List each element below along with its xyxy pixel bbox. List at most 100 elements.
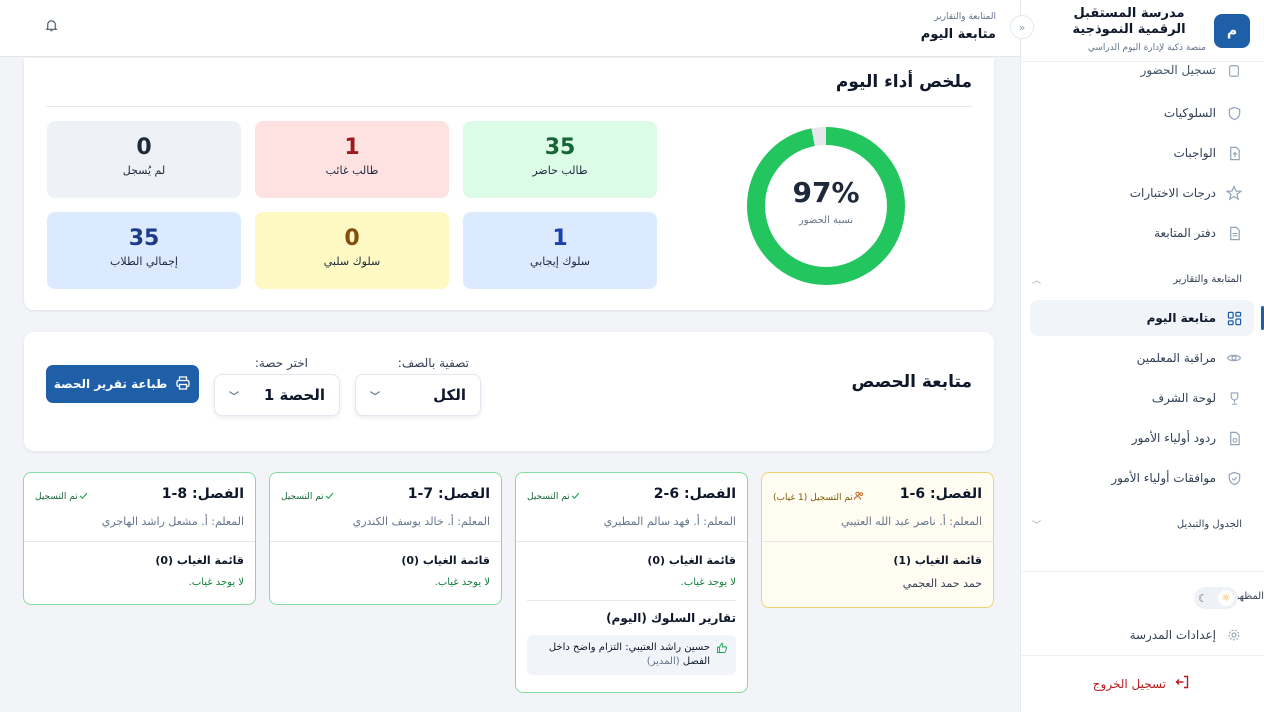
absence-list-title: قائمة الغياب (0) xyxy=(401,554,490,567)
select-value: الكل xyxy=(433,386,466,404)
sidebar-item-attendance[interactable]: تسجيل الحضور xyxy=(1030,56,1254,86)
sidebar: م مدرسة المستقبل الرقمية النموذجية منصة … xyxy=(1010,0,1264,712)
sidebar-item-label: مراقبة المعلمين xyxy=(1136,351,1216,365)
section-label: الجدول والتبديل xyxy=(1176,519,1242,530)
moon-icon: ☾ xyxy=(1198,591,1208,605)
sidebar-item-label: إعدادات المدرسة xyxy=(1129,628,1216,642)
stat-not-recorded: 0 لم يُسجل xyxy=(47,121,241,198)
sidebar-item-label: لوحة الشرف xyxy=(1151,391,1216,405)
shield-check-icon xyxy=(1226,470,1242,486)
summary-title: ملخص أداء اليوم xyxy=(835,72,972,92)
top-bar: المتابعة والتقارير متابعة اليوم xyxy=(0,0,1020,57)
sidebar-item-parent-approvals[interactable]: موافقات أولياء الأمور xyxy=(1030,460,1254,496)
status-badge: تم التسجيل (1 غياب) xyxy=(773,490,869,505)
sidebar-section-reports[interactable]: المتابعة والتقارير ︿ xyxy=(1032,273,1242,286)
absence-list-title: قائمة الغياب (0) xyxy=(647,554,736,567)
class-card-6-2[interactable]: الفصل: 6-2 تم التسجيل المعلم: أ. فهد سال… xyxy=(515,472,748,693)
sessions-card: متابعة الحصص تصفية بالصف: الكل ﹀ اختر حص… xyxy=(24,332,994,451)
class-name: الفصل: 7-1 xyxy=(407,486,490,502)
notebook-icon xyxy=(1226,225,1242,241)
class-filter-label: تصفية بالصف: xyxy=(397,356,469,370)
stat-present: 35 طالب حاضر xyxy=(463,121,657,198)
sidebar-item-label: الواجبات xyxy=(1173,146,1216,160)
stat-value: 1 xyxy=(344,135,360,160)
section-label: المتابعة والتقارير xyxy=(1173,274,1242,285)
sidebar-item-homework[interactable]: الواجبات xyxy=(1030,135,1254,171)
print-session-report-button[interactable]: طباعة تقرير الحصة xyxy=(46,365,199,403)
class-name: الفصل: 8-1 xyxy=(161,486,244,502)
stat-label: طالب غائب xyxy=(325,164,379,177)
logout-button[interactable]: تسجيل الخروج xyxy=(1093,674,1190,693)
stat-value: 35 xyxy=(128,226,160,251)
chevron-up-icon: ︿ xyxy=(1032,276,1042,286)
class-teacher: المعلم: أ. مشعل راشد الهاجري xyxy=(101,515,244,528)
class-name: الفصل: 6-2 xyxy=(653,486,736,502)
class-card-header: الفصل: 6-2 تم التسجيل المعلم: أ. فهد سال… xyxy=(516,473,747,542)
attendance-ring xyxy=(747,127,905,285)
sidebar-item-teacher-monitoring[interactable]: مراقبة المعلمين xyxy=(1030,340,1254,376)
sidebar-item-honor-board[interactable]: لوحة الشرف xyxy=(1030,380,1254,416)
class-card-8-1[interactable]: الفصل: 8-1 تم التسجيل المعلم: أ. مشعل را… xyxy=(23,472,256,605)
daily-summary-card: ملخص أداء اليوم 97% نسبة الحضور 35 طالب … xyxy=(24,58,994,310)
status-text: تم التسجيل (1 غياب) xyxy=(773,492,853,503)
sidebar-item-behaviors[interactable]: السلوكيات xyxy=(1030,95,1254,131)
sidebar-collapse-button[interactable]: « xyxy=(1010,15,1034,39)
class-filter-select[interactable]: الكل ﹀ xyxy=(355,374,481,416)
notifications-button[interactable] xyxy=(44,18,59,36)
trophy-icon xyxy=(1226,390,1242,406)
period-label: اختر حصة: xyxy=(254,356,308,370)
check-icon xyxy=(324,490,335,504)
chevron-down-icon: ﹀ xyxy=(1032,521,1042,531)
eye-icon xyxy=(1226,350,1242,366)
class-teacher: المعلم: أ. خالد يوسف الكندري xyxy=(352,515,490,528)
check-icon xyxy=(78,490,89,504)
grid-icon xyxy=(1226,310,1242,326)
status-badge: تم التسجيل xyxy=(527,490,585,504)
school-subtitle: منصة ذكية لإدارة اليوم الدراسي xyxy=(1087,43,1206,53)
sidebar-item-parent-replies[interactable]: ردود أولياء الأمور xyxy=(1030,420,1254,456)
print-button-label: طباعة تقرير الحصة xyxy=(53,377,168,391)
stat-absent: 1 طالب غائب xyxy=(255,121,449,198)
period-select[interactable]: الحصة 1 ﹀ xyxy=(214,374,340,416)
sidebar-item-label: ردود أولياء الأمور xyxy=(1131,431,1216,445)
class-name: الفصل: 6-1 xyxy=(899,486,982,502)
class-card-6-1[interactable]: الفصل: 6-1 تم التسجيل (1 غياب) المعلم: أ… xyxy=(761,472,994,608)
page-title: متابعة اليوم xyxy=(920,27,996,42)
chevron-down-icon: ﹀ xyxy=(229,391,239,403)
status-text: تم التسجيل xyxy=(281,492,324,502)
behavior-report-item: حسين راشد العتيبي: التزام واضح داخل الفص… xyxy=(527,635,736,675)
behavior-text: حسين راشد العتيبي: التزام واضح داخل الفص… xyxy=(548,642,710,667)
school-logo: م xyxy=(1214,14,1250,48)
sessions-title: متابعة الحصص xyxy=(851,372,972,392)
printer-icon xyxy=(175,375,191,394)
behavior-reporter-role: (المدير) xyxy=(646,656,680,667)
sidebar-divider xyxy=(1020,655,1264,656)
sidebar-item-label: تسجيل الحضور xyxy=(1140,63,1216,77)
sidebar-item-today-follow-up[interactable]: متابعة اليوم xyxy=(1030,300,1264,336)
theme-toggle[interactable]: ☼ ☾ xyxy=(1194,587,1238,609)
class-card-body: قائمة الغياب (0) لا يوجد غياب. xyxy=(24,542,255,600)
attendance-percent: 97% xyxy=(792,176,860,209)
sidebar-item-exam-grades[interactable]: درجات الاختبارات xyxy=(1030,175,1254,211)
sidebar-item-label: موافقات أولياء الأمور xyxy=(1111,471,1216,485)
sidebar-item-label: دفتر المتابعة xyxy=(1154,226,1216,240)
stat-total-students: 35 إجمالي الطلاب xyxy=(47,212,241,289)
star-icon xyxy=(1226,185,1242,201)
absence-list-title: قائمة الغياب (1) xyxy=(893,554,982,567)
stat-label: طالب حاضر xyxy=(532,164,588,177)
class-card-body: قائمة الغياب (0) لا يوجد غياب. تقارير ال… xyxy=(516,542,747,687)
reply-file-icon xyxy=(1226,430,1242,446)
class-card-7-1[interactable]: الفصل: 7-1 تم التسجيل المعلم: أ. خالد يو… xyxy=(269,472,502,605)
sidebar-section-schedule[interactable]: الجدول والتبديل ﹀ xyxy=(1032,518,1242,531)
absent-student: حمد حمد العجمي xyxy=(902,577,982,590)
sidebar-item-follow-notebook[interactable]: دفتر المتابعة xyxy=(1030,215,1254,251)
sidebar-item-school-settings[interactable]: إعدادات المدرسة xyxy=(1030,617,1254,653)
absence-list-title: قائمة الغياب (0) xyxy=(155,554,244,567)
sidebar-item-label: متابعة اليوم xyxy=(1146,311,1216,325)
theme-label: المظهر xyxy=(1234,591,1264,602)
class-teacher: المعلم: أ. ناصر عبد الله العتيبي xyxy=(840,515,982,528)
thumbs-up-icon xyxy=(716,642,728,659)
status-badge: تم التسجيل xyxy=(35,490,93,504)
behavior-reports-title: تقارير السلوك (اليوم) xyxy=(606,611,736,625)
class-card-header: الفصل: 7-1 تم التسجيل المعلم: أ. خالد يو… xyxy=(270,473,501,542)
